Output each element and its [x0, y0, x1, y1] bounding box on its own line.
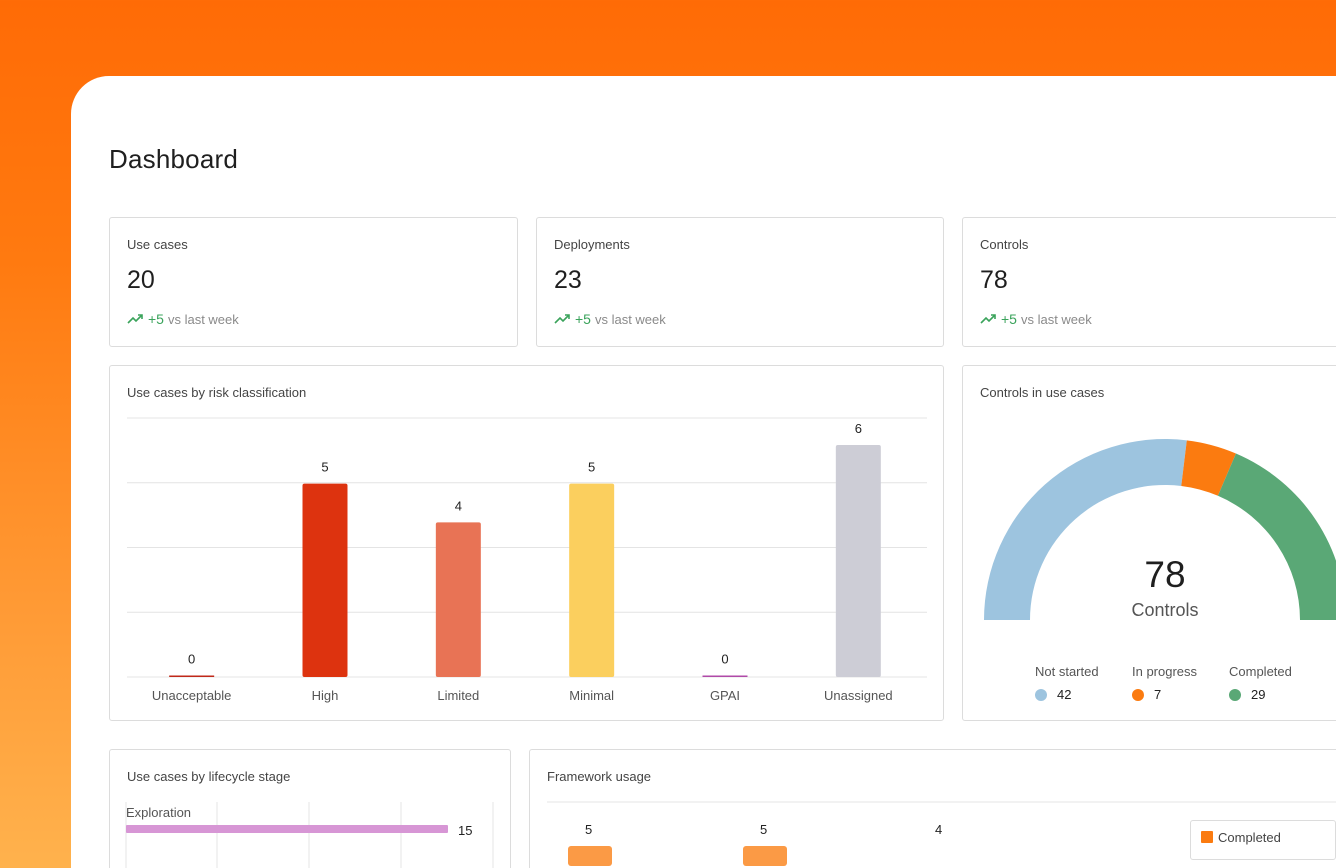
legend-name: Not started	[1035, 664, 1099, 679]
risk-classification-chart: 0 Unacceptable 5 High 4 Limited 5 Minimal 0 GPAI 6…	[127, 417, 927, 703]
category-label: High	[312, 688, 339, 703]
gauge-total-label: Controls	[1131, 600, 1198, 620]
stat-value: 78	[980, 266, 1008, 294]
framework-value: 4	[935, 822, 943, 837]
stat-card-controls[interactable]: Controls 78 +5 vs last week	[962, 217, 1336, 347]
legend-name: In progress	[1132, 664, 1198, 679]
category-label: GPAI	[710, 688, 740, 703]
stat-delta: +5	[1001, 311, 1017, 327]
trend-up-icon	[127, 314, 143, 324]
chart-title: Controls in use cases	[980, 385, 1105, 400]
legend-value: 42	[1057, 687, 1072, 702]
trend-up-icon	[980, 314, 996, 324]
chart-title: Use cases by lifecycle stage	[127, 769, 291, 784]
lifecycle-bar-exploration[interactable]	[126, 825, 448, 833]
lifecycle-value: 15	[458, 823, 473, 838]
bar-value-label: 0	[188, 652, 195, 667]
framework-value: 5	[760, 822, 768, 837]
category-label: Minimal	[569, 688, 614, 703]
framework-legend-completed[interactable]: Completed	[1190, 820, 1336, 860]
legend-dot	[1229, 688, 1241, 701]
legend-dot	[1035, 688, 1047, 701]
gauge-segment-completed[interactable]	[1217, 453, 1336, 620]
stat-label: Controls	[980, 237, 1029, 252]
controls-in-use-cases-card: Controls in use cases 78 Controls Not st…	[962, 365, 1336, 721]
dashboard-panel: Dashboard Use cases 20 +5 vs last week D…	[71, 76, 1336, 868]
stat-card-use-cases[interactable]: Use cases 20 +5 vs last week	[109, 217, 518, 347]
stat-label: Deployments	[554, 237, 630, 252]
chart-grid	[127, 417, 927, 678]
framework-bar[interactable]	[743, 846, 787, 866]
stat-trend: +5 vs last week	[127, 311, 239, 327]
lifecycle-label: Exploration	[126, 805, 192, 820]
page-title: Dashboard	[109, 144, 238, 174]
controls-gauge-chart: 78 Controls	[984, 438, 1336, 620]
legend-label: Completed	[1218, 830, 1281, 845]
stat-value: 20	[127, 266, 155, 294]
legend-value: 29	[1251, 687, 1266, 702]
stat-delta: +5	[148, 311, 164, 327]
legend-swatch	[1201, 831, 1213, 843]
gauge-total: 78	[1144, 554, 1185, 595]
legend-dot	[1132, 688, 1144, 701]
risk-classification-card: Use cases by risk classification 0 Unacce…	[109, 365, 944, 721]
bar-limited[interactable]	[435, 522, 481, 677]
chart-title: Use cases by risk classification	[127, 385, 307, 400]
bar-value-label: 0	[721, 652, 728, 667]
stat-delta-text: vs last week	[1020, 311, 1092, 327]
bar-high[interactable]	[302, 483, 348, 677]
category-label: Unacceptable	[152, 688, 232, 703]
stat-value: 23	[554, 266, 582, 294]
bar-value-label: 5	[588, 460, 595, 475]
gauge-segment-in-progress[interactable]	[1181, 440, 1236, 496]
legend-not-started[interactable]: Not started 42	[1035, 664, 1099, 702]
bar-minimal[interactable]	[569, 483, 615, 677]
framework-usage-card: Framework usage 5 5 4 Completed	[529, 749, 1336, 868]
stat-card-deployments[interactable]: Deployments 23 +5 vs last week	[536, 217, 944, 347]
bar-unassigned[interactable]	[835, 445, 881, 677]
lifecycle-stage-card: Use cases by lifecycle stage Exploration…	[109, 749, 511, 868]
bar-value-label: 4	[455, 498, 462, 513]
legend-value: 7	[1154, 687, 1162, 702]
category-label: Limited	[437, 688, 479, 703]
framework-bar[interactable]	[568, 846, 612, 866]
lifecycle-grid	[125, 802, 494, 868]
legend-in-progress[interactable]: In progress 7	[1132, 664, 1197, 702]
stat-delta: +5	[575, 311, 591, 327]
gauge-segment-not-started[interactable]	[984, 438, 1187, 620]
framework-chart	[547, 801, 1336, 866]
bar-value-label: 6	[855, 421, 862, 436]
framework-value: 5	[585, 822, 593, 837]
stat-trend: +5 vs last week	[980, 311, 1092, 327]
stat-delta-text: vs last week	[594, 311, 666, 327]
category-label: Unassigned	[824, 688, 893, 703]
trend-up-icon	[554, 314, 570, 324]
bar-value-label: 5	[321, 460, 328, 475]
bar-gpai[interactable]	[702, 675, 748, 678]
stat-trend: +5 vs last week	[554, 311, 666, 327]
stat-delta-text: vs last week	[167, 311, 239, 327]
chart-title: Framework usage	[547, 769, 652, 784]
legend-name: Completed	[1229, 664, 1292, 679]
stat-label: Use cases	[127, 237, 188, 252]
legend-completed[interactable]: Completed 29	[1229, 664, 1292, 702]
bar-unacceptable[interactable]	[169, 675, 215, 678]
